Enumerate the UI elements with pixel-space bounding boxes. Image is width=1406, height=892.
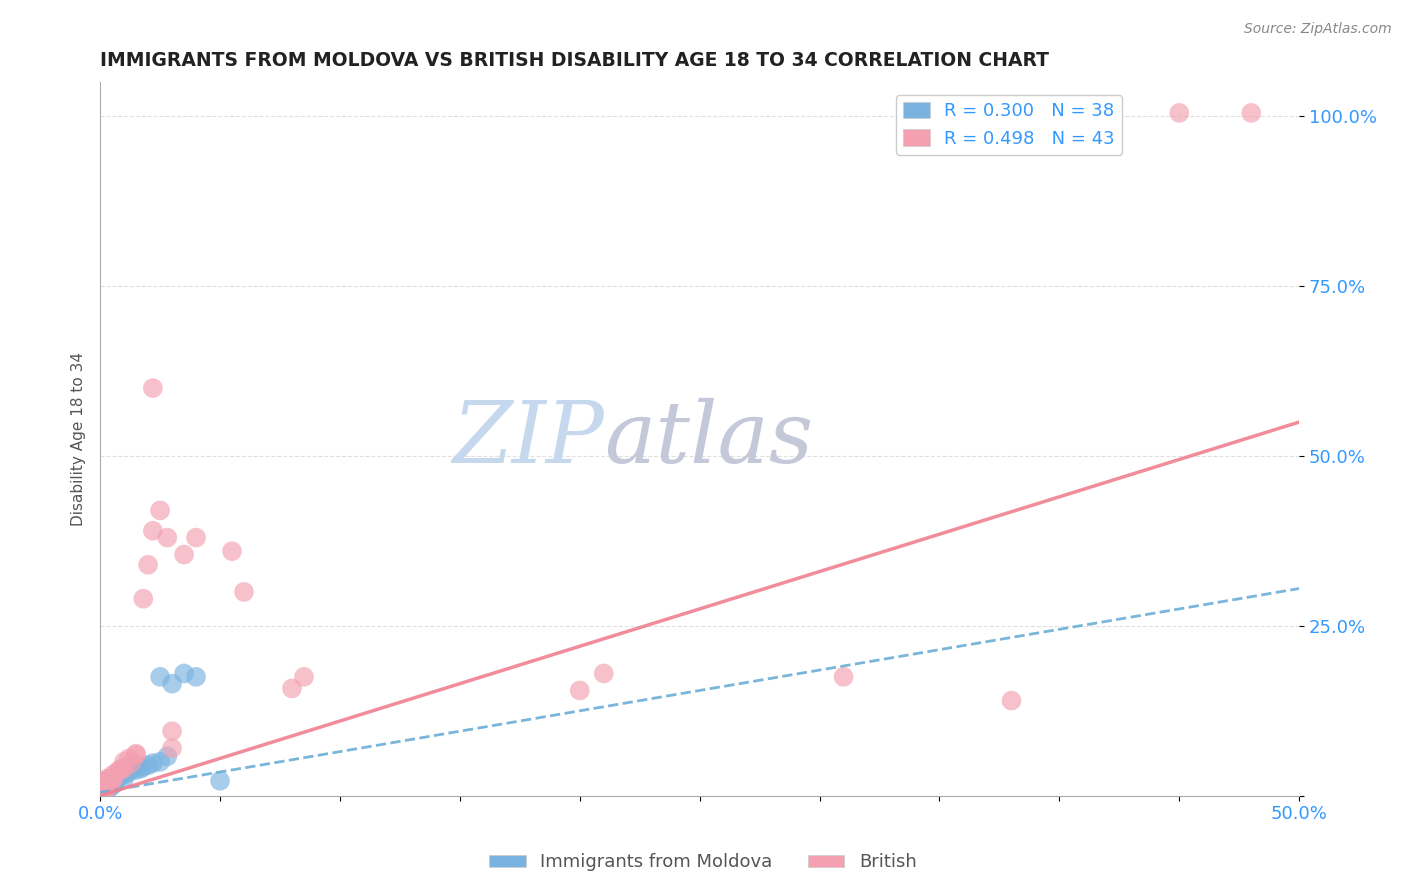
Point <box>568 683 591 698</box>
Point <box>112 762 135 776</box>
Point <box>103 770 125 784</box>
Point <box>142 381 165 395</box>
Point <box>91 783 114 797</box>
Point <box>111 768 134 782</box>
Point <box>118 751 141 765</box>
Point <box>118 764 141 779</box>
Point <box>132 759 155 773</box>
Point <box>142 524 165 538</box>
Point <box>292 670 315 684</box>
Point <box>149 503 172 517</box>
Point <box>103 773 125 788</box>
Point <box>125 763 148 777</box>
Point <box>111 762 134 776</box>
Point <box>125 747 148 762</box>
Point <box>96 780 118 795</box>
Point <box>94 775 117 789</box>
Point <box>96 772 118 786</box>
Point <box>136 758 159 772</box>
Legend: R = 0.300   N = 38, R = 0.498   N = 43: R = 0.300 N = 38, R = 0.498 N = 43 <box>896 95 1122 155</box>
Point <box>105 770 128 784</box>
Point <box>221 544 243 558</box>
Point <box>136 558 159 572</box>
Point <box>94 773 117 788</box>
Point <box>120 763 142 777</box>
Point <box>98 776 121 790</box>
Point <box>112 767 135 781</box>
Point <box>184 531 207 545</box>
Point <box>96 779 118 793</box>
Point <box>208 773 231 788</box>
Point <box>91 776 114 790</box>
Point <box>129 762 152 776</box>
Point <box>160 676 183 690</box>
Text: Source: ZipAtlas.com: Source: ZipAtlas.com <box>1244 22 1392 37</box>
Point <box>156 749 179 764</box>
Point <box>98 780 121 795</box>
Point <box>233 585 256 599</box>
Point <box>94 780 117 795</box>
Text: IMMIGRANTS FROM MOLDOVA VS BRITISH DISABILITY AGE 18 TO 34 CORRELATION CHART: IMMIGRANTS FROM MOLDOVA VS BRITISH DISAB… <box>100 51 1049 70</box>
Point <box>101 772 124 786</box>
Point <box>112 772 135 786</box>
Point <box>142 756 165 771</box>
Point <box>101 768 124 782</box>
Point <box>101 773 124 788</box>
Point <box>1168 106 1191 120</box>
Point <box>101 775 124 789</box>
Point <box>101 779 124 793</box>
Point <box>173 666 195 681</box>
Point <box>156 531 179 545</box>
Point <box>1000 693 1022 707</box>
Point <box>112 755 135 769</box>
Legend: Immigrants from Moldova, British: Immigrants from Moldova, British <box>482 847 924 879</box>
Point <box>98 773 121 788</box>
Point <box>149 670 172 684</box>
Point <box>184 670 207 684</box>
Point <box>91 780 114 795</box>
Point <box>108 763 131 777</box>
Point <box>103 776 125 790</box>
Point <box>105 772 128 786</box>
Point <box>592 666 614 681</box>
Point <box>96 781 118 796</box>
Point <box>94 781 117 796</box>
Point <box>125 758 148 772</box>
Y-axis label: Disability Age 18 to 34: Disability Age 18 to 34 <box>72 352 86 526</box>
Point <box>91 781 114 796</box>
Point <box>96 776 118 790</box>
Point <box>91 779 114 793</box>
Point <box>94 783 117 797</box>
Point <box>98 779 121 793</box>
Point <box>132 591 155 606</box>
Text: ZIP: ZIP <box>451 398 603 481</box>
Point <box>98 772 121 786</box>
Point <box>96 776 118 790</box>
Point <box>1240 106 1263 120</box>
Point <box>173 548 195 562</box>
Point <box>832 670 855 684</box>
Point <box>125 747 148 761</box>
Text: atlas: atlas <box>603 398 813 481</box>
Point <box>91 785 114 799</box>
Point <box>149 755 172 769</box>
Point <box>94 779 117 793</box>
Point <box>120 756 142 771</box>
Point <box>160 741 183 756</box>
Point <box>108 768 131 782</box>
Point <box>160 724 183 739</box>
Point <box>281 681 304 696</box>
Point <box>105 764 128 779</box>
